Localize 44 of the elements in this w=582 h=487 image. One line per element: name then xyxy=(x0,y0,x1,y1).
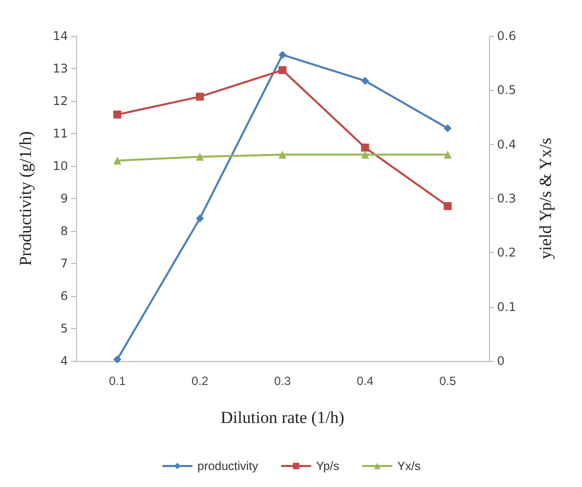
y2-tick-label: 0 xyxy=(497,354,505,368)
legend-label: productivity xyxy=(197,459,258,473)
y-tick-label: 5 xyxy=(60,322,68,336)
x-tick-label: 0.2 xyxy=(192,374,209,388)
point xyxy=(278,66,286,74)
y2-tick-label: 0.2 xyxy=(497,246,516,260)
point xyxy=(196,214,204,222)
point xyxy=(361,76,370,85)
y-tick-label: 6 xyxy=(60,289,68,303)
x-axis-title: Dilution rate (1/h) xyxy=(220,408,344,427)
x-tick-label: 0.5 xyxy=(439,374,456,388)
point xyxy=(278,150,286,159)
x-tick-label: 0.3 xyxy=(274,374,292,388)
point xyxy=(196,152,204,161)
y2-axis-title: yield Yp/s & Yx/s xyxy=(536,138,555,260)
point xyxy=(361,150,370,159)
y2-tick-label: 0.3 xyxy=(497,192,516,206)
y-tick-label: 11 xyxy=(52,126,68,140)
x-tick-label: 0.1 xyxy=(108,374,126,388)
y2-tick-label: 0.1 xyxy=(497,300,516,314)
legend-label: Yp/s xyxy=(316,459,340,473)
y2-tick-label: 0.5 xyxy=(497,83,516,98)
point xyxy=(113,110,122,119)
y-tick-label: 12 xyxy=(52,94,68,108)
point xyxy=(444,202,452,210)
y-tick-label: 13 xyxy=(52,62,68,76)
y-tick-label: 7 xyxy=(60,256,68,270)
y-tick-label: 4 xyxy=(60,354,68,368)
point xyxy=(278,50,286,59)
point xyxy=(361,144,370,152)
y-tick-label: 10 xyxy=(52,159,68,173)
y-tick-label: 8 xyxy=(60,224,68,238)
point xyxy=(444,124,452,132)
y-tick-label: 14 xyxy=(52,29,68,43)
point xyxy=(196,92,204,101)
y-axis-title: Productivity (g/1/h) xyxy=(16,131,35,266)
x-tick-label: 0.4 xyxy=(356,374,374,388)
y2-tick-label: 0.4 xyxy=(497,137,516,152)
point xyxy=(444,150,452,159)
y-tick-label: 9 xyxy=(60,192,68,206)
point xyxy=(113,156,122,165)
y2-tick-label: 0.6 xyxy=(497,29,516,43)
legend-label: Yx/s xyxy=(397,459,421,473)
point xyxy=(113,355,122,364)
